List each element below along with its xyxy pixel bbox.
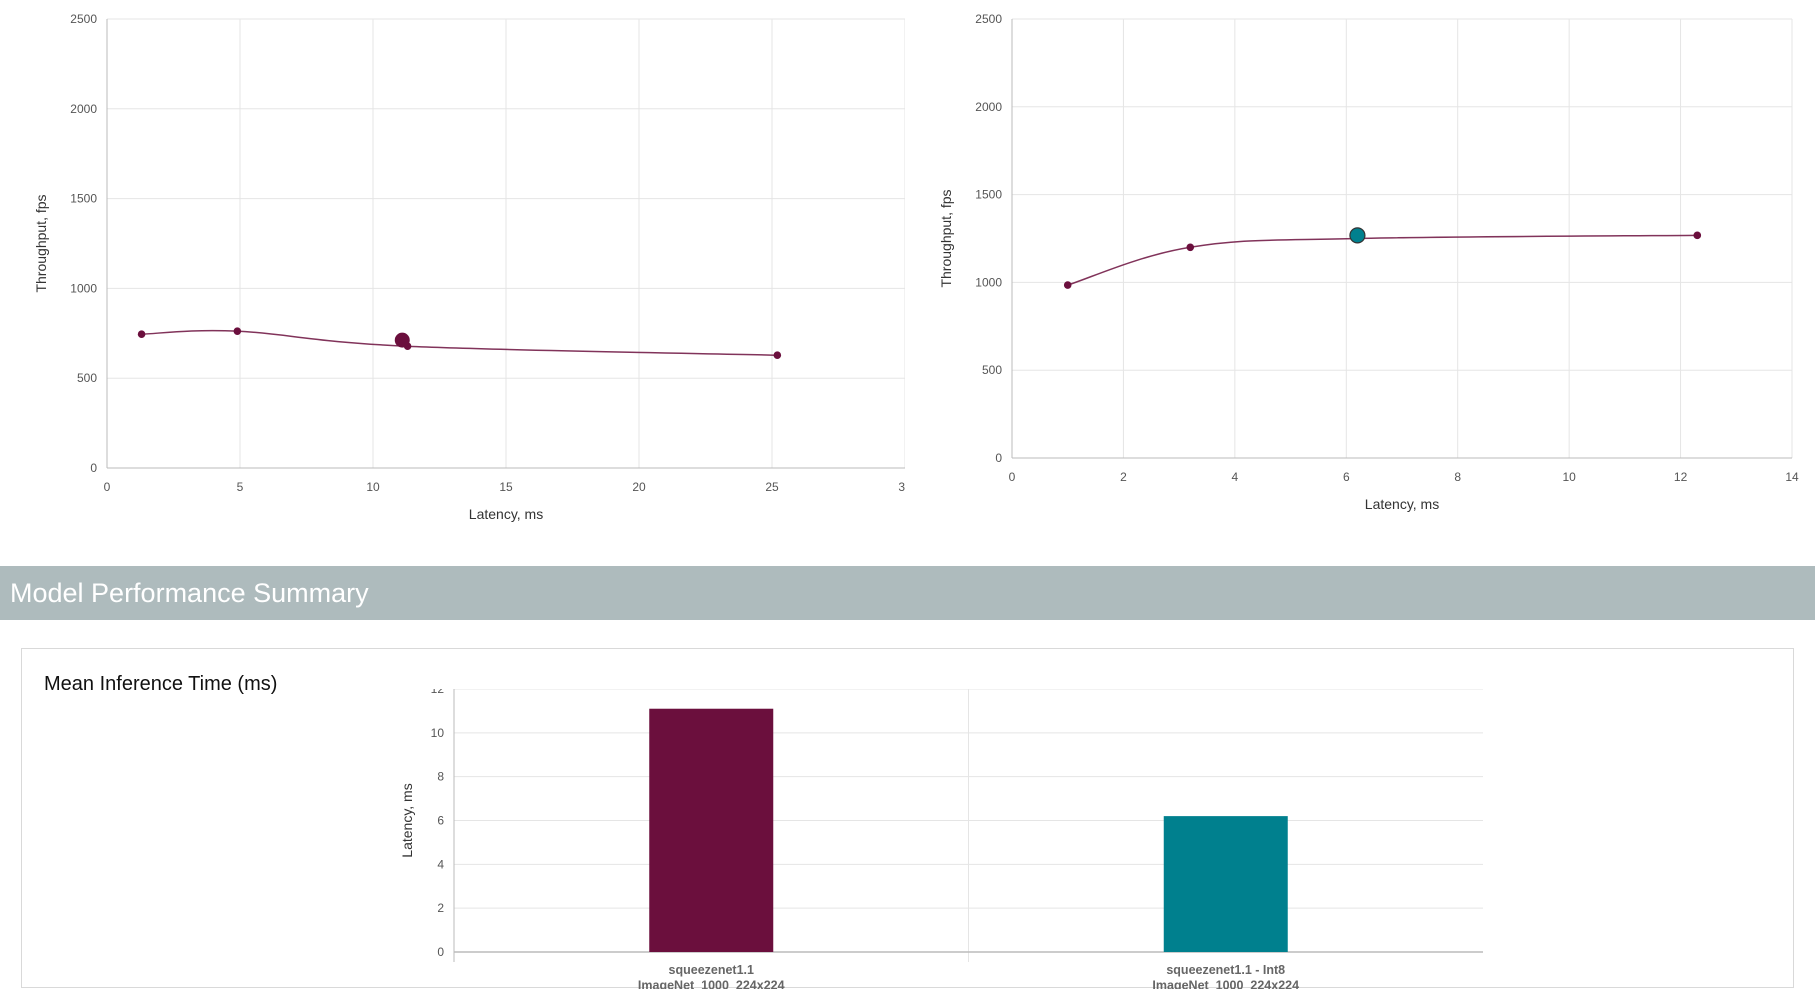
y-tick-label: 1000	[70, 281, 97, 295]
data-point	[774, 351, 782, 359]
summary-card: Mean Inference Time (ms) 0 2 4 6 8 10 12 Latenc…	[21, 648, 1794, 988]
y-tick-label: 500	[77, 371, 97, 385]
section-header: Model Performance Summary	[0, 566, 1815, 620]
y-tick-label: 500	[982, 363, 1002, 377]
x-tick-label: 0	[104, 480, 111, 494]
y-tick-label: 4	[437, 857, 444, 871]
y-tick-label: 2	[437, 901, 444, 915]
mean-inference-time-chart: 0 2 4 6 8 10 12 Latency, ms squeezenet1.1 ImageNe…	[382, 689, 1522, 989]
section-title: Model Performance Summary	[10, 578, 369, 608]
y-tick-label: 2000	[70, 102, 97, 116]
data-point	[234, 327, 242, 335]
y-tick-label: 8	[437, 770, 444, 784]
x-tick-label: 10	[1562, 470, 1576, 484]
y-tick-label: 0	[995, 451, 1002, 465]
x-axis-label: Latency, ms	[469, 506, 543, 522]
y-tick-label: 2500	[70, 12, 97, 26]
x-tick-label: 15	[499, 480, 513, 494]
x-tick-label: 6	[1343, 470, 1350, 484]
x-tick-label: 5	[237, 480, 244, 494]
x-tick-label: 12	[1674, 470, 1688, 484]
series-line	[1068, 235, 1698, 285]
x-tick-label: 2	[1120, 470, 1127, 484]
throughput-latency-chart-int8: 0 2 4 6 8 10 12 14 0 500 1000 1500 2000 2500 Latency, …	[905, 0, 1815, 540]
y-axis-label: Latency, ms	[399, 783, 415, 857]
y-tick-label: 10	[431, 726, 445, 740]
y-axis-label: Throughput, fps	[33, 194, 49, 292]
data-point	[1693, 232, 1701, 240]
data-point	[1064, 281, 1072, 289]
x-category-label: squeezenet1.1 - Int8	[1166, 963, 1285, 977]
x-category-label: ImageNet_1000_224x224	[638, 979, 785, 989]
y-tick-label: 0	[90, 461, 97, 475]
y-tick-label: 1000	[975, 275, 1002, 289]
y-tick-label: 2000	[975, 100, 1002, 114]
x-tick-label: 14	[1785, 470, 1799, 484]
y-tick-label: 6	[437, 814, 444, 828]
y-axis-label: Throughput, fps	[938, 189, 954, 287]
throughput-latency-chart-fp32: 0 5 10 15 20 25 30 0 500 1000 1500 2000 2500 Latency,…	[0, 0, 905, 540]
highlighted-point	[395, 333, 410, 348]
summary-title: Mean Inference Time (ms)	[44, 673, 277, 696]
y-tick-label: 0	[437, 945, 444, 959]
y-tick-label: 12	[431, 689, 445, 696]
bar	[1164, 816, 1288, 952]
x-category-label: squeezenet1.1	[669, 963, 755, 977]
x-tick-label: 10	[366, 480, 380, 494]
x-tick-label: 30	[898, 480, 905, 494]
bar	[649, 709, 773, 952]
x-category-label: ImageNet_1000_224x224	[1152, 979, 1299, 989]
y-tick-label: 1500	[70, 192, 97, 206]
x-tick-label: 20	[632, 480, 646, 494]
x-tick-label: 8	[1454, 470, 1461, 484]
y-tick-label: 2500	[975, 12, 1002, 26]
data-point	[138, 330, 146, 338]
x-tick-label: 0	[1009, 470, 1016, 484]
y-tick-label: 1500	[975, 188, 1002, 202]
x-tick-label: 4	[1232, 470, 1239, 484]
data-point	[1186, 243, 1194, 251]
x-axis-label: Latency, ms	[1365, 496, 1439, 512]
highlighted-point	[1350, 228, 1365, 243]
x-tick-label: 25	[765, 480, 779, 494]
